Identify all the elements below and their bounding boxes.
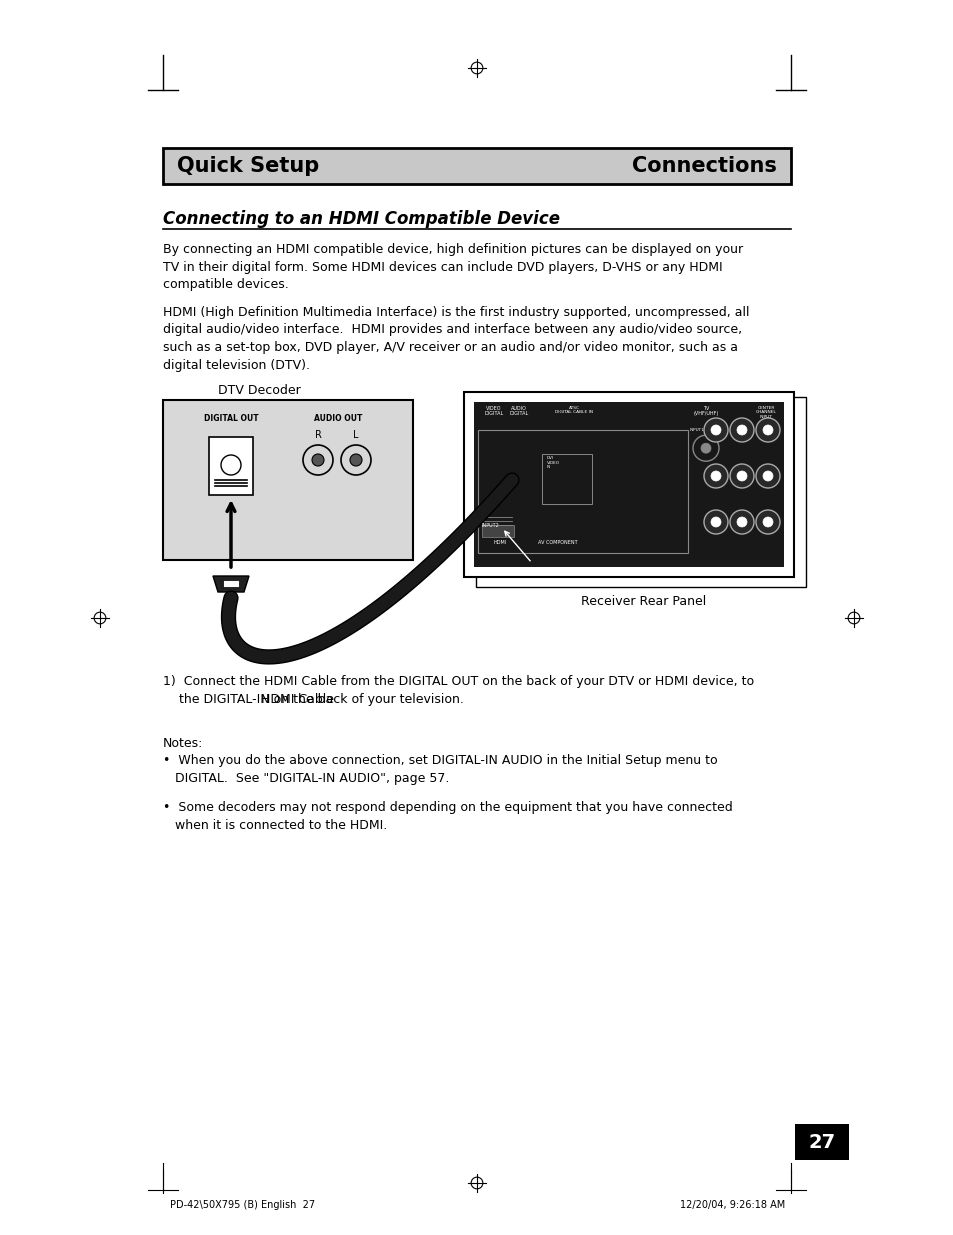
Circle shape — [703, 464, 727, 488]
Text: Connecting to an HDMI Compatible Device: Connecting to an HDMI Compatible Device — [163, 210, 559, 228]
Text: DIGITAL OUT: DIGITAL OUT — [204, 414, 258, 424]
FancyBboxPatch shape — [463, 391, 793, 577]
Text: By connecting an HDMI compatible device, high definition pictures can be display: By connecting an HDMI compatible device,… — [163, 243, 742, 291]
Circle shape — [755, 464, 780, 488]
Text: L: L — [353, 430, 358, 440]
Text: CENTER
CHANNEL
INPUT: CENTER CHANNEL INPUT — [755, 406, 776, 419]
Text: 12/20/04, 9:26:18 AM: 12/20/04, 9:26:18 AM — [679, 1200, 784, 1210]
Circle shape — [762, 425, 772, 435]
Text: INPUT2: INPUT2 — [481, 524, 499, 529]
FancyBboxPatch shape — [481, 525, 514, 537]
Circle shape — [762, 517, 772, 527]
Polygon shape — [213, 576, 249, 592]
Text: HDMI: HDMI — [493, 540, 506, 545]
Circle shape — [350, 454, 361, 466]
Text: ATSC
DIGITAL CABLE IN: ATSC DIGITAL CABLE IN — [555, 406, 593, 414]
Text: HDMI (High Definition Multimedia Interface) is the first industry supported, unc: HDMI (High Definition Multimedia Interfa… — [163, 306, 749, 372]
Circle shape — [692, 435, 719, 461]
FancyBboxPatch shape — [163, 400, 413, 559]
Text: VIDEO
DIGITAL: VIDEO DIGITAL — [484, 406, 503, 416]
Text: 1)  Connect the HDMI Cable from the DIGITAL OUT on the back of your DTV or HDMI : 1) Connect the HDMI Cable from the DIGIT… — [163, 676, 753, 706]
Circle shape — [755, 510, 780, 534]
FancyBboxPatch shape — [476, 396, 805, 587]
Circle shape — [729, 417, 753, 442]
Polygon shape — [496, 471, 532, 485]
Text: •  When you do the above connection, set DIGITAL-IN AUDIO in the Initial Setup m: • When you do the above connection, set … — [163, 755, 717, 785]
FancyBboxPatch shape — [794, 1124, 848, 1160]
Text: R: R — [314, 430, 321, 440]
Circle shape — [755, 417, 780, 442]
Circle shape — [710, 471, 720, 480]
Circle shape — [737, 517, 746, 527]
Circle shape — [710, 425, 720, 435]
Text: INPUT1: INPUT1 — [689, 429, 703, 432]
Text: •  Some decoders may not respond depending on the equipment that you have connec: • Some decoders may not respond dependin… — [163, 802, 732, 832]
FancyBboxPatch shape — [541, 454, 592, 504]
Text: TV
(VHF/UHF): TV (VHF/UHF) — [693, 406, 718, 416]
Text: AUDIO
DIGITAL: AUDIO DIGITAL — [509, 406, 528, 416]
Text: AV COMPONENT: AV COMPONENT — [537, 540, 578, 545]
Text: Connections: Connections — [632, 156, 776, 177]
Circle shape — [312, 454, 324, 466]
Circle shape — [703, 417, 727, 442]
Circle shape — [700, 443, 710, 453]
Text: DVI
VIDEO
IN: DVI VIDEO IN — [546, 456, 559, 469]
Text: 27: 27 — [807, 1132, 835, 1151]
FancyBboxPatch shape — [477, 430, 687, 553]
Text: Notes:: Notes: — [163, 737, 203, 750]
Circle shape — [729, 464, 753, 488]
FancyBboxPatch shape — [223, 580, 239, 587]
Text: PD-42\50X795 (B) English  27: PD-42\50X795 (B) English 27 — [170, 1200, 314, 1210]
Circle shape — [729, 510, 753, 534]
FancyBboxPatch shape — [474, 403, 783, 567]
Circle shape — [762, 471, 772, 480]
Circle shape — [737, 471, 746, 480]
Text: Quick Setup: Quick Setup — [177, 156, 319, 177]
FancyBboxPatch shape — [163, 148, 790, 184]
Circle shape — [555, 467, 582, 495]
Circle shape — [710, 517, 720, 527]
Circle shape — [703, 510, 727, 534]
Text: Receiver Rear Panel: Receiver Rear Panel — [580, 595, 706, 608]
Circle shape — [563, 477, 574, 487]
Text: HDMI Cable: HDMI Cable — [261, 693, 334, 706]
Text: AUDIO OUT: AUDIO OUT — [314, 414, 362, 424]
FancyBboxPatch shape — [209, 437, 253, 495]
Circle shape — [737, 425, 746, 435]
Text: DTV Decoder: DTV Decoder — [218, 384, 300, 396]
